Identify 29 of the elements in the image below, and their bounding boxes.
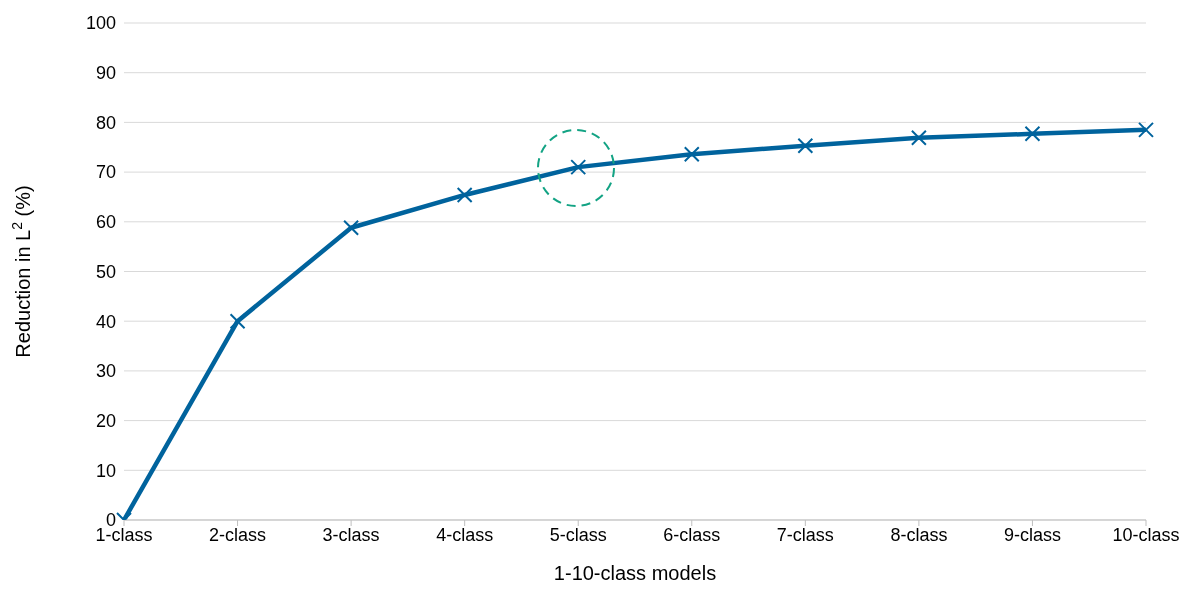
x-tick-label: 4-class (436, 524, 494, 545)
x-tick-label: 10-class (1112, 524, 1180, 545)
x-tick-label: 2-class (209, 524, 267, 545)
y-tick-label: 90 (95, 63, 116, 84)
y-tick-label: 100 (85, 13, 116, 34)
y-tick-label: 40 (95, 311, 116, 332)
x-tick-label: 3-class (322, 524, 380, 545)
y-tick-label: 10 (95, 460, 116, 481)
point (343, 219, 360, 236)
x-tick-label: 7-class (776, 524, 834, 545)
x-tick-label: 5-class (549, 524, 607, 545)
point (797, 137, 814, 154)
y-tick-label: 60 (95, 212, 116, 233)
point (570, 159, 587, 176)
x-axis-title: 1-10-class models (553, 562, 717, 584)
y-tick-label: 50 (95, 261, 116, 282)
y-tick-label: 30 (95, 361, 116, 382)
point (1024, 125, 1041, 142)
x-tick-label: 8-class (890, 524, 948, 545)
point (683, 146, 700, 163)
y-tick-label: 20 (95, 410, 116, 431)
y-tick-label: 0 (105, 510, 116, 531)
point (910, 129, 927, 146)
point (456, 186, 473, 203)
x-tick-label: 6-class (663, 524, 721, 545)
point (1138, 121, 1154, 138)
y-tick-label: 80 (95, 112, 116, 133)
y-tick-label: 70 (95, 162, 116, 183)
x-tick-label: 9-class (1003, 524, 1061, 545)
